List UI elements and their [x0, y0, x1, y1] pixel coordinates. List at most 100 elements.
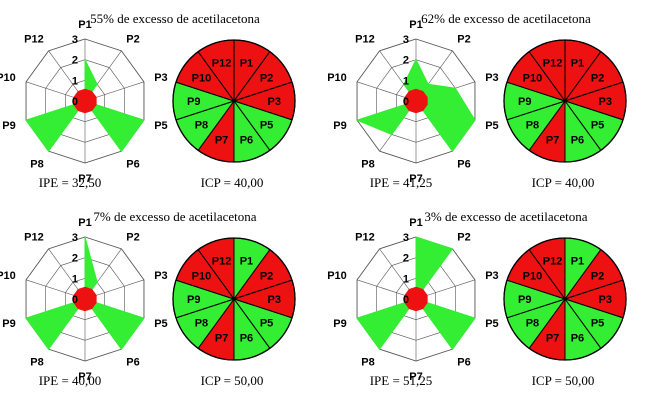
radial-tick-label: 1	[72, 75, 78, 87]
pie-label-p8: P8	[526, 318, 539, 330]
pie-label-p7: P7	[546, 134, 559, 146]
axis-label-p9: P9	[2, 120, 15, 132]
pie-label-p2: P2	[591, 270, 604, 282]
axis-label-p7: P7	[78, 173, 91, 185]
axis-label-p3: P3	[154, 72, 167, 84]
axis-label-p12: P12	[24, 34, 44, 46]
pie-label-p2: P2	[591, 72, 604, 84]
radial-tick-label: 1	[403, 273, 409, 285]
chart-panel: 3% de excesso de acetilacetona0123P1P2P3…	[327, 209, 627, 388]
chart-title: 3% de excesso de acetilacetona	[424, 209, 587, 224]
radial-tick-label: 1	[403, 75, 409, 87]
pie-label-p12: P12	[543, 58, 563, 70]
ipe-label: IPE = 51,25	[370, 373, 433, 388]
pie-label-p10: P10	[523, 72, 543, 84]
chart-panel: 62% de excesso de acetilacetona0123P1P2P…	[327, 11, 627, 190]
pie-label-p5: P5	[260, 318, 273, 330]
pie-label-p6: P6	[240, 332, 253, 344]
axis-label-p1: P1	[78, 19, 91, 31]
radial-tick-label: 3	[72, 34, 78, 46]
pie-label-p12: P12	[543, 256, 563, 268]
chart-panel: 55% de excesso de acetilacetona0123P1P2P…	[0, 11, 296, 190]
pie-label-p1: P1	[571, 256, 584, 268]
radial-tick-label: 3	[403, 232, 409, 244]
radial-tick-label: 2	[403, 253, 409, 265]
radial-tick-label: 2	[72, 253, 78, 265]
icp-label: ICP = 50,00	[201, 373, 264, 388]
axis-label-p12: P12	[355, 232, 375, 244]
pie-label-p5: P5	[591, 318, 604, 330]
pie-label-p2: P2	[260, 270, 273, 282]
radar-core	[404, 88, 428, 114]
axis-label-p10: P10	[0, 270, 16, 282]
axis-label-p3: P3	[485, 72, 498, 84]
axis-label-p8: P8	[30, 356, 43, 368]
pie-label-p12: P12	[212, 256, 232, 268]
pie-label-p6: P6	[571, 332, 584, 344]
pie-outline	[503, 237, 627, 361]
axis-label-p8: P8	[30, 158, 43, 170]
radial-tick-label: 2	[403, 55, 409, 67]
icp-label: ICP = 40,00	[201, 175, 264, 190]
axis-label-p7: P7	[409, 371, 422, 383]
pie-label-p1: P1	[571, 58, 584, 70]
axis-label-p6: P6	[126, 356, 139, 368]
pie-label-p7: P7	[215, 332, 228, 344]
axis-label-p2: P2	[126, 34, 139, 46]
axis-label-p1: P1	[409, 217, 422, 229]
pie-outline	[172, 237, 296, 361]
pie-label-p8: P8	[526, 120, 539, 132]
axis-label-p6: P6	[126, 158, 139, 170]
axis-label-p12: P12	[24, 232, 44, 244]
axis-label-p1: P1	[409, 19, 422, 31]
pie-label-p6: P6	[240, 134, 253, 146]
axis-label-p9: P9	[333, 318, 346, 330]
pie-label-p10: P10	[192, 270, 212, 282]
axis-label-p5: P5	[154, 318, 167, 330]
radar-core	[73, 286, 97, 312]
axis-label-p5: P5	[485, 120, 498, 132]
axis-label-p10: P10	[327, 270, 347, 282]
radial-tick-label: 1	[72, 273, 78, 285]
pie-label-p9: P9	[187, 96, 200, 108]
pie-label-p8: P8	[195, 318, 208, 330]
radial-tick-label: 0	[72, 294, 78, 306]
axis-label-p6: P6	[457, 158, 470, 170]
axis-label-p2: P2	[126, 232, 139, 244]
axis-label-p1: P1	[78, 217, 91, 229]
pie-label-p3: P3	[268, 96, 281, 108]
axis-label-p8: P8	[361, 158, 374, 170]
axis-label-p7: P7	[409, 173, 422, 185]
axis-label-p7: P7	[78, 371, 91, 383]
radial-tick-label: 3	[72, 232, 78, 244]
chart-title: 55% de excesso de acetilacetona	[90, 11, 260, 26]
axis-label-p5: P5	[485, 318, 498, 330]
radar-core	[404, 286, 428, 312]
chart-title: 62% de excesso de acetilacetona	[421, 11, 591, 26]
axis-label-p3: P3	[154, 270, 167, 282]
pie-label-p5: P5	[260, 120, 273, 132]
ipe-label: IPE = 41,25	[370, 175, 433, 190]
axis-label-p10: P10	[327, 72, 347, 84]
pie-label-p7: P7	[215, 134, 228, 146]
axis-label-p12: P12	[355, 34, 375, 46]
axis-label-p10: P10	[0, 72, 16, 84]
pie-outline	[503, 39, 627, 163]
pie-label-p8: P8	[195, 120, 208, 132]
axis-label-p5: P5	[154, 120, 167, 132]
axis-label-p9: P9	[333, 120, 346, 132]
axis-label-p8: P8	[361, 356, 374, 368]
chart-panel: 7% de excesso de acetilacetona0123P1P2P3…	[0, 209, 296, 388]
pie-label-p2: P2	[260, 72, 273, 84]
pie-label-p3: P3	[599, 96, 612, 108]
pie-label-p9: P9	[518, 96, 531, 108]
pie-label-p3: P3	[599, 294, 612, 306]
radial-tick-label: 3	[403, 34, 409, 46]
pie-label-p10: P10	[523, 270, 543, 282]
icp-label: ICP = 40,00	[532, 175, 595, 190]
